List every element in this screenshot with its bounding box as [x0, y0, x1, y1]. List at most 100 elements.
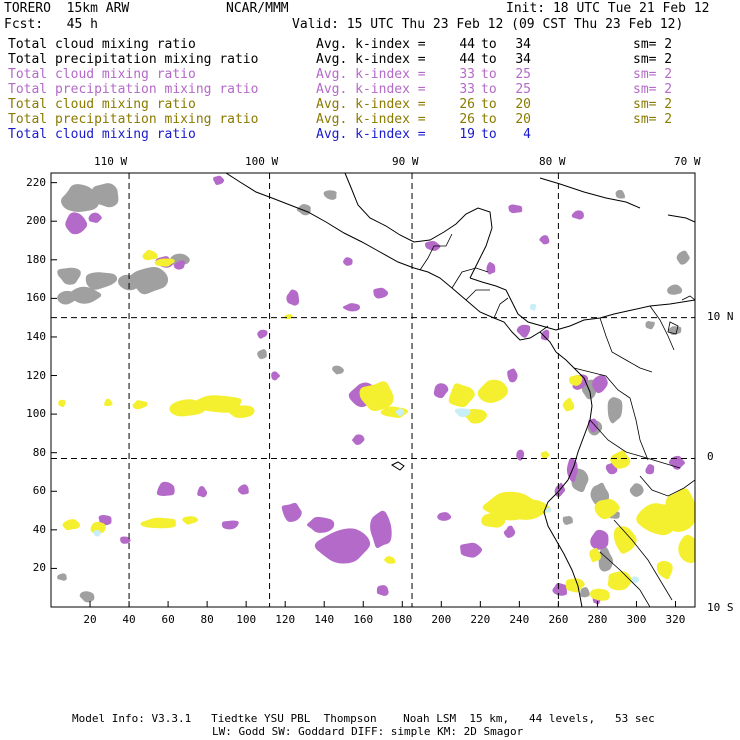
x-tick-label: 180	[392, 613, 413, 626]
legend-row: Total cloud mixing ratio Avg. k-index = 33…	[8, 67, 728, 82]
coastline	[390, 461, 405, 471]
cloud-yellow-area	[104, 398, 113, 407]
legend-row: Total cloud mixing ratio Avg. k-index = 44…	[8, 37, 728, 52]
cloud-gray-area	[598, 546, 613, 572]
legend-hi: 44	[459, 52, 475, 67]
x-tick-label: 260	[548, 613, 569, 626]
cloud-yellow-area	[613, 526, 637, 554]
right-latitude-label: 0	[707, 450, 714, 464]
legend-lo: 34	[515, 37, 531, 52]
cloud-purple-area	[88, 212, 102, 223]
cloud-purple-area	[237, 484, 249, 495]
cloud-gray-area	[615, 189, 626, 199]
cloud-gray-area	[79, 591, 95, 603]
cloud-yellow-area	[90, 521, 106, 534]
cloud-gray-area	[667, 284, 683, 295]
top-longitude-label: 100 W	[245, 155, 279, 168]
model-title: TORERO 15km ARW	[4, 1, 130, 16]
x-tick-label: 60	[161, 613, 175, 626]
cloud-gray-area	[57, 267, 81, 285]
legend-name: Total precipitation mixing ratio	[8, 112, 259, 127]
cloud-gray-area	[92, 183, 119, 208]
cloud-gray-area	[579, 587, 590, 598]
legend-hi: 33	[459, 67, 475, 82]
legend-avg: Avg. k-index =	[316, 37, 426, 52]
cloud-yellow-area	[477, 379, 508, 403]
country-border	[613, 519, 673, 601]
coastline	[539, 177, 641, 209]
cloud-yellow-area	[656, 560, 673, 580]
y-tick-label: 60	[32, 484, 46, 498]
country-border	[599, 317, 653, 373]
y-tick-label: 20	[32, 561, 46, 575]
cloud-cyan-area	[631, 576, 639, 583]
y-tick-label: 80	[32, 445, 46, 459]
cloud-gray-area	[128, 266, 169, 295]
right-latitude-label: 10 S	[707, 601, 734, 614]
country-border	[539, 325, 549, 333]
cloud-gray-area	[332, 365, 344, 375]
cloud-purple-area	[540, 329, 550, 341]
y-tick-label: 220	[26, 175, 46, 189]
cloud-yellow-area	[511, 499, 551, 520]
cloud-purple-area	[370, 510, 392, 549]
legend-hi: 44	[459, 37, 475, 52]
cloud-yellow-area	[589, 588, 610, 601]
cloud-yellow-area	[610, 450, 631, 469]
coastline	[555, 299, 695, 331]
top-longitude-label: 70 W	[674, 155, 701, 168]
cloud-yellow-area	[154, 258, 175, 267]
cloud-purple-area	[516, 324, 531, 338]
cloud-purple-area	[592, 374, 608, 394]
country-border	[573, 367, 631, 399]
cloud-gray-area	[257, 349, 267, 360]
legend-sm: sm= 2	[633, 112, 673, 127]
cloud-yellow-area	[58, 399, 66, 407]
x-tick-label: 100	[236, 613, 257, 626]
legend-row: Total precipitation mixing ratio Avg. k-i…	[8, 112, 728, 127]
valid-time: Valid: 15 UTC Thu 23 Feb 12 (09 CST Thu …	[292, 17, 684, 32]
cloud-yellow-area	[678, 534, 695, 564]
cloud-yellow-area	[182, 516, 199, 525]
legend-row: Total precipitation mixing ratio Avg. k-i…	[8, 82, 728, 97]
cloud-yellow-area	[132, 400, 148, 410]
country-border	[419, 233, 453, 271]
cloud-purple-area	[503, 525, 516, 538]
y-tick-label: 200	[26, 214, 46, 228]
x-tick-label: 80	[200, 613, 214, 626]
legend-sm: sm= 2	[633, 67, 673, 82]
country-border	[629, 397, 649, 461]
legend-name: Total precipitation mixing ratio	[8, 82, 259, 97]
cloud-purple-area	[424, 240, 441, 251]
physics-info-line: LW: Godd SW: Goddard DIFF: simple KM: 2D…	[212, 725, 524, 738]
country-border	[599, 551, 651, 607]
cloud-purple-area	[213, 175, 225, 185]
x-tick-label: 240	[509, 613, 530, 626]
x-tick-label: 140	[314, 613, 335, 626]
legend-row: Total cloud mixing ratio Avg. k-index = 19…	[8, 127, 728, 142]
cloud-gray-area	[60, 184, 100, 212]
cloud-yellow-area	[142, 249, 158, 261]
cloud-yellow-area	[481, 511, 507, 528]
cloud-yellow-area	[540, 451, 550, 459]
cloud-yellow-area	[569, 374, 583, 386]
x-tick-label: 220	[470, 613, 491, 626]
cloud-gray-area	[676, 250, 690, 265]
y-tick-label: 100	[26, 407, 46, 421]
cloud-yellow-area	[62, 519, 81, 531]
coastline	[344, 173, 493, 279]
x-tick-label: 300	[626, 613, 647, 626]
cloud-yellow-area	[359, 381, 394, 412]
coastline	[225, 173, 557, 353]
x-tick-label: 120	[275, 613, 296, 626]
cloud-cyan-area	[544, 507, 552, 513]
legend-avg: Avg. k-index =	[316, 97, 426, 112]
cloud-purple-area	[314, 528, 371, 564]
cloud-yellow-area	[284, 314, 293, 320]
cloud-yellow-area	[227, 405, 255, 419]
cloud-gray-area	[85, 272, 118, 290]
top-longitude-label: 80 W	[539, 155, 566, 168]
cloud-gray-area	[118, 274, 144, 291]
cloud-gray-area	[562, 516, 573, 525]
